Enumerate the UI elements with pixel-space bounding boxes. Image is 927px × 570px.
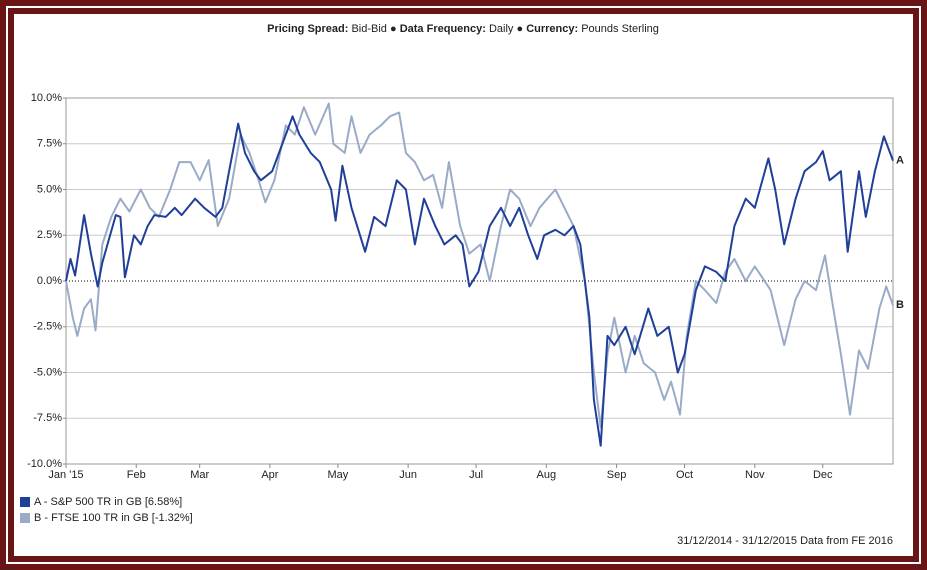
x-tick-label: Mar xyxy=(190,469,209,481)
header-label: Data Frequency: xyxy=(400,23,486,35)
y-tick-label: 0.0% xyxy=(37,275,62,287)
end-label: B xyxy=(896,299,904,311)
legend-label: B - FTSE 100 TR in GB [-1.32%] xyxy=(34,512,193,524)
header-value: Bid-Bid xyxy=(351,23,386,35)
header-label: Pricing Spread: xyxy=(267,23,348,35)
x-tick-label: Sep xyxy=(607,469,627,481)
footer: 31/12/2014 - 31/12/2015 Data from FE 201… xyxy=(677,535,893,547)
legend-swatch xyxy=(20,497,30,507)
y-tick-label: 7.5% xyxy=(37,138,62,150)
x-tick-label: Nov xyxy=(745,469,765,481)
x-tick-label: May xyxy=(327,469,348,481)
x-tick-label: Oct xyxy=(676,469,693,481)
legend-label: A - S&P 500 TR in GB [6.58%] xyxy=(34,496,182,508)
header-value: Daily xyxy=(489,23,514,35)
y-tick-label: 10.0% xyxy=(31,92,62,104)
header: Pricing Spread: Bid-Bid ● Data Frequency… xyxy=(267,23,659,35)
x-tick-label: Dec xyxy=(813,469,833,481)
x-tick-label: Jul xyxy=(469,469,483,481)
x-tick-label: Aug xyxy=(537,469,557,481)
legend-swatch xyxy=(20,513,30,523)
y-tick-label: -10.0% xyxy=(27,458,62,470)
x-tick-label: Apr xyxy=(261,469,278,481)
end-label: A xyxy=(896,154,904,166)
x-tick-label: Jan '15 xyxy=(48,469,83,481)
separator: ● xyxy=(387,23,400,35)
panel xyxy=(14,14,913,556)
separator: ● xyxy=(513,23,526,35)
y-tick-label: -2.5% xyxy=(33,321,62,333)
y-tick-label: 2.5% xyxy=(37,229,62,241)
series-line xyxy=(65,115,894,447)
frame xyxy=(6,6,921,564)
series-line xyxy=(65,102,894,429)
y-tick-label: 5.0% xyxy=(37,183,62,195)
y-tick-label: -5.0% xyxy=(33,366,62,378)
y-tick-label: -7.5% xyxy=(33,412,62,424)
x-tick-label: Jun xyxy=(399,469,417,481)
header-value: Pounds Sterling xyxy=(581,23,659,35)
header-label: Currency: xyxy=(526,23,578,35)
x-tick-label: Feb xyxy=(127,469,146,481)
